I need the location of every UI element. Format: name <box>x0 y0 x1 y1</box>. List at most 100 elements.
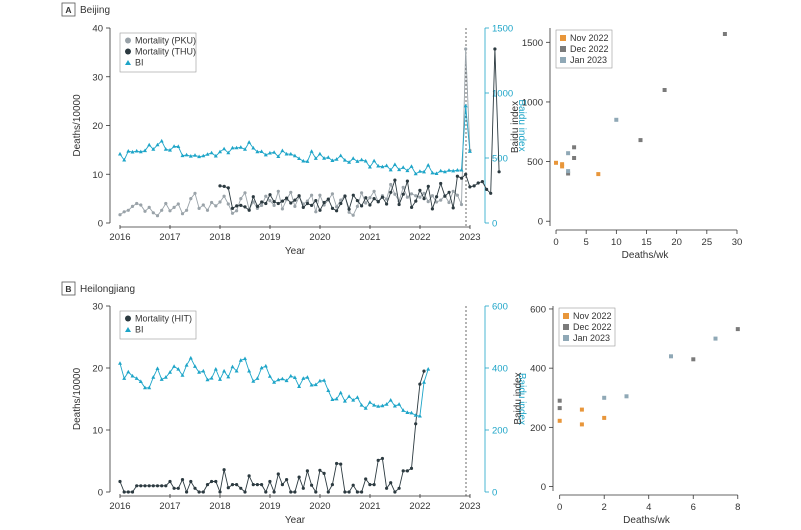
mortality-point <box>180 212 185 216</box>
mortality-point <box>418 195 422 199</box>
bi-point <box>188 154 193 158</box>
mortality-point <box>426 200 430 204</box>
mortality-point <box>189 197 193 201</box>
bi-point <box>267 374 272 378</box>
y-tick-label: 200 <box>530 423 546 434</box>
mortality-point <box>347 490 351 494</box>
beijing-time-chart: 0 10 20 30 40 0 500 1000 1500 2016 2017 2018 2019 202… <box>72 24 527 258</box>
mortality-point <box>126 490 130 494</box>
bi-point <box>467 149 472 153</box>
y-axis-label: Baidu index <box>510 101 521 153</box>
y2-axis-label: Baidu index <box>516 373 527 425</box>
mortality-point <box>447 200 451 205</box>
bi-point <box>243 356 247 361</box>
y2-tick-label: 0 <box>492 488 497 499</box>
bi-point <box>372 403 377 407</box>
mortality-point <box>239 197 243 201</box>
mortality-point <box>151 211 155 215</box>
mortality-point <box>230 211 235 215</box>
x-axis-label: Year <box>285 246 306 257</box>
mortality-point <box>243 191 247 195</box>
bi-point <box>384 163 389 168</box>
x-tick-label: 2018 <box>209 501 230 512</box>
bi-point <box>347 160 352 164</box>
mortality-point <box>264 201 268 206</box>
bi-point <box>305 159 310 163</box>
bi-point <box>118 361 122 365</box>
bi-point <box>367 400 372 404</box>
mortality-point <box>364 477 368 481</box>
mortality-point <box>205 208 210 212</box>
bi-point <box>288 373 293 378</box>
mortality-point <box>280 199 285 203</box>
x-tick-label: 20 <box>671 237 682 248</box>
bi-point <box>234 368 239 373</box>
mortality-point <box>201 203 205 207</box>
bi-point <box>334 396 339 401</box>
mortality-point <box>235 209 239 213</box>
bi-point <box>438 168 443 173</box>
bi-point <box>276 377 281 382</box>
mortality-point <box>218 200 222 204</box>
bi-point <box>422 169 426 174</box>
legend: Mortality (HIT)BI <box>119 310 197 340</box>
x-axis-label: Deaths/wk <box>623 515 671 526</box>
mortality-point <box>401 192 405 196</box>
bi-point <box>359 403 364 407</box>
bi-point <box>384 402 389 406</box>
mortality-point <box>193 191 197 195</box>
mortality-point <box>151 484 155 488</box>
mortality-point <box>405 469 409 473</box>
bi-point <box>455 168 460 172</box>
mortality-point <box>289 201 293 205</box>
panel-b-badge <box>61 281 76 296</box>
bi-point <box>130 373 135 378</box>
mortality-point <box>268 199 272 203</box>
bi-point <box>359 157 364 162</box>
bi-point <box>338 390 343 395</box>
mortality-point <box>297 194 301 198</box>
mortality-point <box>326 490 330 494</box>
mortality-point <box>135 484 139 488</box>
mortality-point <box>118 213 122 217</box>
mortality-point <box>318 208 322 212</box>
mortality-point <box>497 170 501 174</box>
legend-label: Mortality (HIT) <box>135 314 192 324</box>
legend-label: Jan 2023 <box>570 55 607 65</box>
mortality-point <box>380 456 384 461</box>
y-tick-label: 1000 <box>522 97 543 108</box>
y-tick-label: 30 <box>92 302 103 313</box>
mortality-point <box>276 201 280 206</box>
x-tick-label: 0 <box>557 502 562 513</box>
bi-point <box>351 398 356 402</box>
bi-point <box>338 153 343 158</box>
bi-point <box>230 364 235 369</box>
mortality-point <box>355 204 359 208</box>
scatter-point <box>560 162 565 167</box>
x-tick-label: 8 <box>735 502 740 513</box>
bi-point <box>251 379 256 383</box>
bi-point <box>413 171 418 176</box>
mortality-point <box>239 203 243 207</box>
mortality-point <box>276 189 280 193</box>
mortality-point <box>164 484 168 488</box>
bi-point <box>397 402 402 406</box>
mortality-point <box>439 181 443 186</box>
bi-point <box>238 145 243 149</box>
mortality-point <box>318 468 322 472</box>
bi-point <box>376 404 381 408</box>
mortality-point <box>255 483 259 487</box>
mortality-point <box>447 190 451 194</box>
bi-point <box>122 376 127 380</box>
bi-point <box>243 147 247 151</box>
bi-point <box>184 363 189 367</box>
mortality-point <box>218 184 222 188</box>
mortality-point <box>335 209 339 213</box>
mortality-point <box>147 484 151 488</box>
mortality-point <box>293 204 297 208</box>
bi-point <box>326 155 331 159</box>
scatter-point <box>638 138 643 143</box>
mortality-point <box>251 483 255 487</box>
bi-point <box>193 153 197 157</box>
x-tick-label: 0 <box>553 237 558 248</box>
